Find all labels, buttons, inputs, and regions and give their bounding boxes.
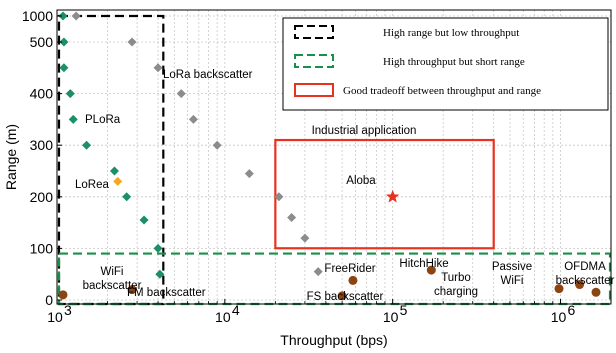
- legend-label: Good tradeoff between throughput and ran…: [343, 85, 541, 97]
- region-2: [274, 138, 495, 250]
- point-other: [337, 291, 347, 301]
- point-other: [348, 275, 358, 285]
- y-tick-label: 100: [30, 240, 54, 256]
- point-plora: [59, 63, 69, 73]
- y-ticks: 0 100 200 300 400 500 1000: [22, 8, 62, 308]
- point-plora: [58, 11, 68, 21]
- point-label: Industrial application: [312, 125, 417, 137]
- point-lora-backscatter: [127, 37, 137, 47]
- point-label: backscatter: [556, 275, 615, 287]
- x-tick-exponent: 5: [400, 302, 408, 318]
- point-plora: [155, 269, 165, 279]
- point-lora-backscatter: [153, 63, 163, 73]
- point-label: WiFi: [101, 266, 124, 278]
- y-tick-label: 1000: [22, 8, 53, 24]
- point-label: LoRea: [75, 179, 109, 191]
- point-other: [575, 280, 585, 290]
- point-lora-backscatter: [176, 89, 186, 99]
- point-label: FM backscatter: [127, 287, 206, 299]
- point-label: Passive: [492, 261, 532, 273]
- point-lora-backscatter: [274, 192, 284, 202]
- point-other: [591, 287, 601, 297]
- point-plora: [65, 89, 75, 99]
- y-tick-label: 200: [30, 189, 54, 205]
- x-tick-label: 10: [383, 309, 399, 325]
- y-axis-label: Range (m): [3, 124, 19, 190]
- point-label: backscatter: [83, 280, 142, 292]
- point-plora: [153, 243, 163, 253]
- point-label: LoRa backscatter: [163, 69, 253, 81]
- x-tick-label: 10: [215, 309, 231, 325]
- point-label: OFDMA: [564, 261, 606, 273]
- point-lora-backscatter: [188, 114, 198, 124]
- y-tick-label: 500: [30, 34, 54, 50]
- point-plora: [68, 114, 78, 124]
- point-other: [554, 284, 564, 294]
- legend: High range but low throughput High throug…: [282, 17, 609, 111]
- legend-swatch: [294, 83, 334, 97]
- point-plora: [139, 215, 149, 225]
- plot-frame: [56, 9, 612, 305]
- y-tick-label: 300: [30, 137, 54, 153]
- point-other: [127, 285, 137, 295]
- point-label: Turbo: [441, 272, 471, 284]
- point-lora-backscatter: [287, 212, 297, 222]
- point-label: FS backscatter: [307, 291, 384, 303]
- x-ticks: 10 3 10 4 10 5 10 6: [47, 299, 612, 325]
- x-tick-exponent: 4: [232, 302, 240, 318]
- region-0: [57, 14, 165, 306]
- legend-label: High range but low throughput: [383, 27, 519, 39]
- y-tick-label: 0: [45, 292, 53, 308]
- x-tick-label: 10: [551, 309, 567, 325]
- point-plora: [109, 166, 119, 176]
- point-plora: [122, 192, 132, 202]
- point-lora-backscatter: [212, 140, 222, 150]
- point-label: FreeRider: [324, 263, 375, 275]
- legend-swatch: [294, 54, 334, 68]
- data-points: [58, 11, 601, 301]
- point-aloba-star: [386, 189, 400, 203]
- point-plora: [82, 140, 92, 150]
- legend-swatch: [294, 25, 334, 39]
- point-lora-backscatter: [300, 233, 310, 243]
- point-lora-backscatter: [313, 267, 323, 277]
- x-tick-exponent: 3: [64, 302, 72, 318]
- legend-box: [282, 17, 609, 111]
- point-label: HitchHike: [399, 258, 448, 270]
- y-tick-label: 400: [30, 86, 54, 102]
- point-label: WiFi: [501, 275, 524, 287]
- x-tick-label: 10: [47, 309, 63, 325]
- point-lora-backscatter: [71, 11, 81, 21]
- point-other: [426, 265, 436, 275]
- x-tick-exponent: 6: [567, 302, 575, 318]
- point-label: PLoRa: [85, 114, 121, 126]
- point-lora-backscatter: [244, 169, 254, 179]
- point-lorea: [113, 176, 123, 186]
- x-axis-label: Throughput (bps): [280, 332, 387, 348]
- point-label: charging: [434, 286, 478, 298]
- point-plora: [59, 37, 69, 47]
- point-labels: PLoRa LoRa backscatter LoRea Aloba Industria…: [75, 69, 615, 303]
- legend-label: High throughput but short range: [383, 56, 525, 68]
- point-label: Aloba: [346, 175, 376, 187]
- point-other: [58, 290, 68, 300]
